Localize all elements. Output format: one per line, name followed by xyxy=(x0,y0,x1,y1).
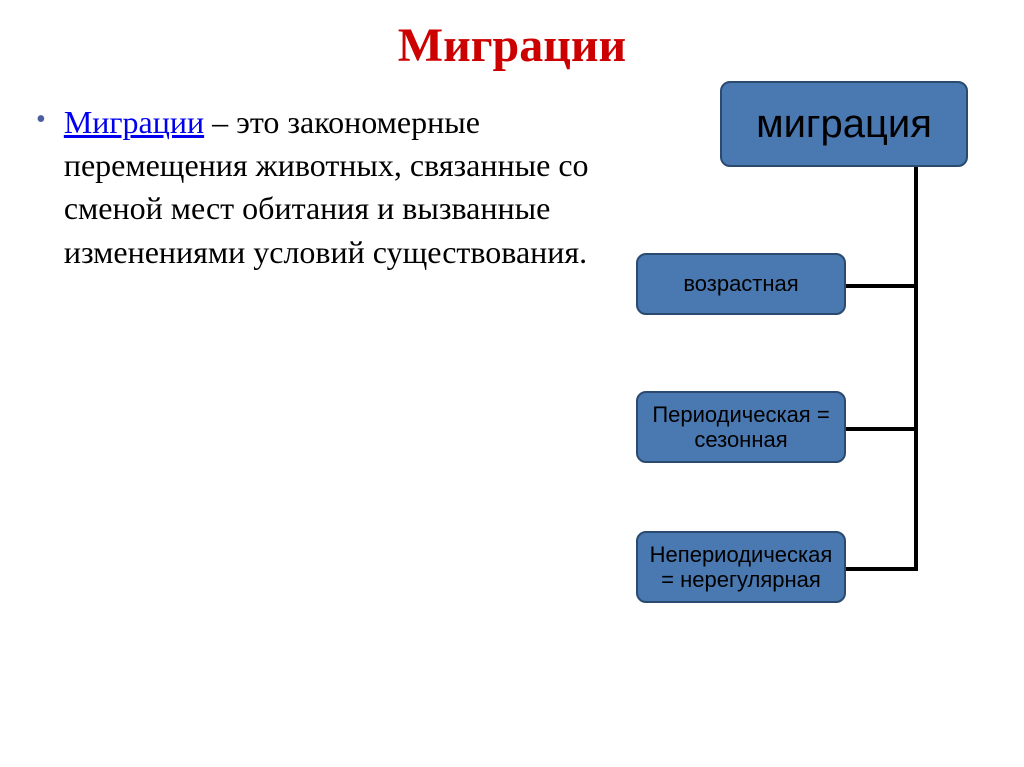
bullet-item: • Миграции – это закономерные перемещени… xyxy=(30,101,590,274)
definition-term: Миграции xyxy=(64,104,204,140)
definition-column: • Миграции – это закономерные перемещени… xyxy=(30,81,590,721)
tree-branch-1 xyxy=(846,284,918,288)
tree-trunk xyxy=(914,167,918,569)
tree-child-label-2: Периодическая = сезонная xyxy=(648,402,834,453)
content-area: • Миграции – это закономерные перемещени… xyxy=(0,81,1024,721)
tree-branch-3 xyxy=(846,567,918,571)
slide-title: Миграции xyxy=(0,0,1024,81)
definition-paragraph: Миграции – это закономерные перемещения … xyxy=(64,101,590,274)
tree-root-node: миграция xyxy=(720,81,968,167)
bullet-marker: • xyxy=(36,101,46,139)
tree-child-node-3: Непериодическая = нерегулярная xyxy=(636,531,846,603)
tree-child-node-1: возрастная xyxy=(636,253,846,315)
tree-child-label-3: Непериодическая = нерегулярная xyxy=(648,542,834,593)
tree-root-label: миграция xyxy=(756,101,932,147)
tree-branch-2 xyxy=(846,427,918,431)
tree-child-label-1: возрастная xyxy=(683,271,798,296)
tree-diagram: миграция возрастная Периодическая = сезо… xyxy=(590,81,994,721)
tree-child-node-2: Периодическая = сезонная xyxy=(636,391,846,463)
